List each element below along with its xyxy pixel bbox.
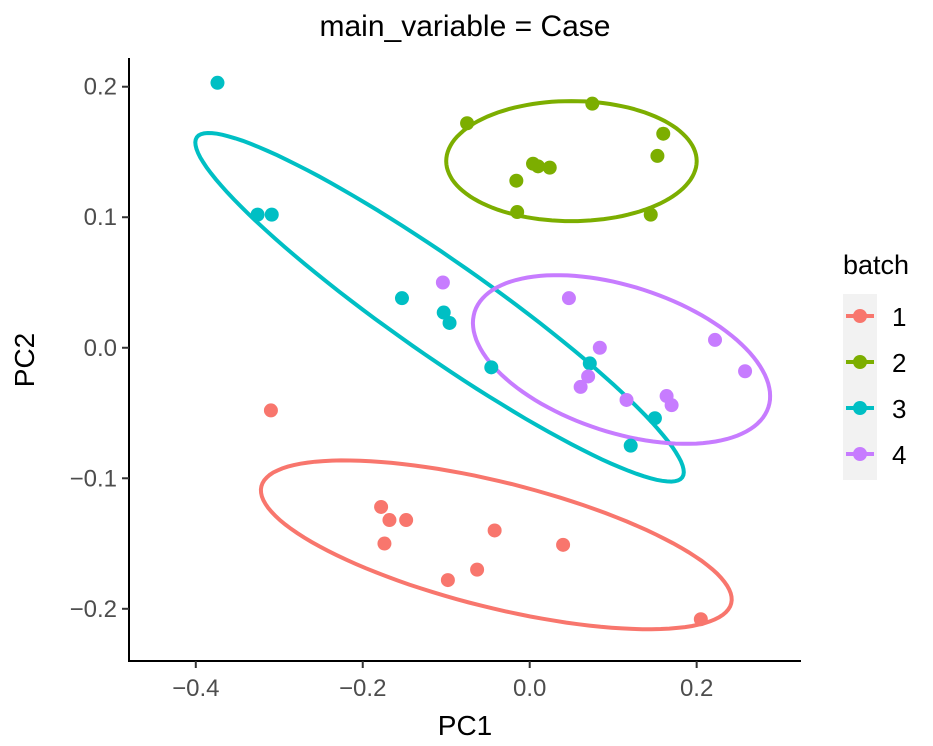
ellipse-batch-4 — [470, 273, 773, 446]
x-axis-title: PC1 — [438, 710, 492, 741]
legend-title: batch — [843, 250, 909, 280]
point-batch-1 — [440, 573, 455, 588]
point-batch-2 — [509, 173, 524, 188]
point-batch-2 — [643, 207, 658, 222]
point-batch-2 — [510, 205, 525, 220]
y-axis-title: PC2 — [9, 333, 40, 387]
point-batch-4 — [592, 340, 607, 355]
y-tick-label: 0.1 — [84, 204, 117, 231]
point-batch-2 — [531, 159, 546, 174]
point-batch-1 — [263, 403, 278, 418]
y-tick-label: 0.0 — [84, 335, 117, 362]
point-batch-4 — [738, 364, 753, 379]
point-batch-2 — [650, 148, 665, 163]
point-batch-4 — [581, 369, 596, 384]
point-batch-1 — [693, 612, 708, 627]
point-batch-3 — [210, 75, 225, 90]
ellipse-batch-3 — [193, 130, 686, 484]
legend-label-3: 3 — [892, 394, 906, 424]
ellipse-layer — [193, 99, 773, 632]
axes: −0.4 −0.2 0.0 0.2 −0.2 −0.1 0.0 0.1 0.2 — [70, 58, 801, 702]
point-batch-1 — [399, 513, 414, 528]
x-ticks: −0.4 −0.2 0.0 0.2 — [172, 661, 713, 702]
point-batch-2 — [585, 96, 600, 111]
legend-label-4: 4 — [892, 440, 906, 470]
y-tick-label: 0.2 — [84, 74, 117, 101]
point-layer — [210, 75, 753, 627]
point-batch-1 — [382, 513, 397, 528]
legend-key-point-2 — [853, 355, 867, 369]
y-ticks: −0.2 −0.1 0.0 0.1 0.2 — [70, 74, 129, 623]
point-batch-4 — [561, 291, 576, 306]
point-batch-4 — [708, 332, 723, 347]
legend-items: 1 2 3 4 — [846, 302, 906, 470]
point-batch-4 — [435, 275, 450, 290]
point-batch-1 — [487, 523, 502, 538]
chart-title: main_variable = Case — [320, 10, 611, 43]
x-tick-label: −0.2 — [339, 675, 386, 702]
point-batch-2 — [656, 126, 671, 141]
point-batch-2 — [460, 116, 475, 131]
y-tick-label: −0.2 — [70, 596, 117, 623]
point-batch-3 — [394, 291, 409, 306]
point-batch-4 — [664, 398, 679, 413]
point-batch-1 — [374, 499, 389, 514]
point-batch-3 — [484, 360, 499, 375]
legend-label-2: 2 — [892, 348, 906, 378]
point-batch-3 — [647, 411, 662, 426]
ellipse-batch-1 — [258, 458, 734, 632]
point-batch-3 — [442, 315, 457, 330]
point-batch-4 — [573, 379, 588, 394]
ellipse-batch-2 — [444, 99, 699, 224]
legend-label-1: 1 — [892, 302, 906, 332]
plot-area — [193, 75, 773, 632]
legend: batch 1 2 3 4 — [843, 250, 909, 480]
point-batch-3 — [582, 356, 597, 371]
legend-key-point-3 — [853, 401, 867, 415]
point-batch-1 — [556, 537, 571, 552]
x-tick-label: 0.0 — [513, 675, 546, 702]
legend-key-point-4 — [853, 447, 867, 461]
point-batch-1 — [377, 536, 392, 551]
point-batch-1 — [470, 562, 485, 577]
point-batch-4 — [619, 392, 634, 407]
x-tick-label: −0.4 — [172, 675, 219, 702]
x-tick-label: 0.2 — [680, 675, 713, 702]
point-batch-3 — [623, 438, 638, 453]
point-batch-3 — [250, 207, 265, 222]
point-batch-2 — [542, 160, 557, 175]
y-tick-label: −0.1 — [70, 465, 117, 492]
legend-key-point-1 — [853, 309, 867, 323]
point-batch-3 — [264, 207, 279, 222]
point-batch-3 — [436, 305, 451, 320]
